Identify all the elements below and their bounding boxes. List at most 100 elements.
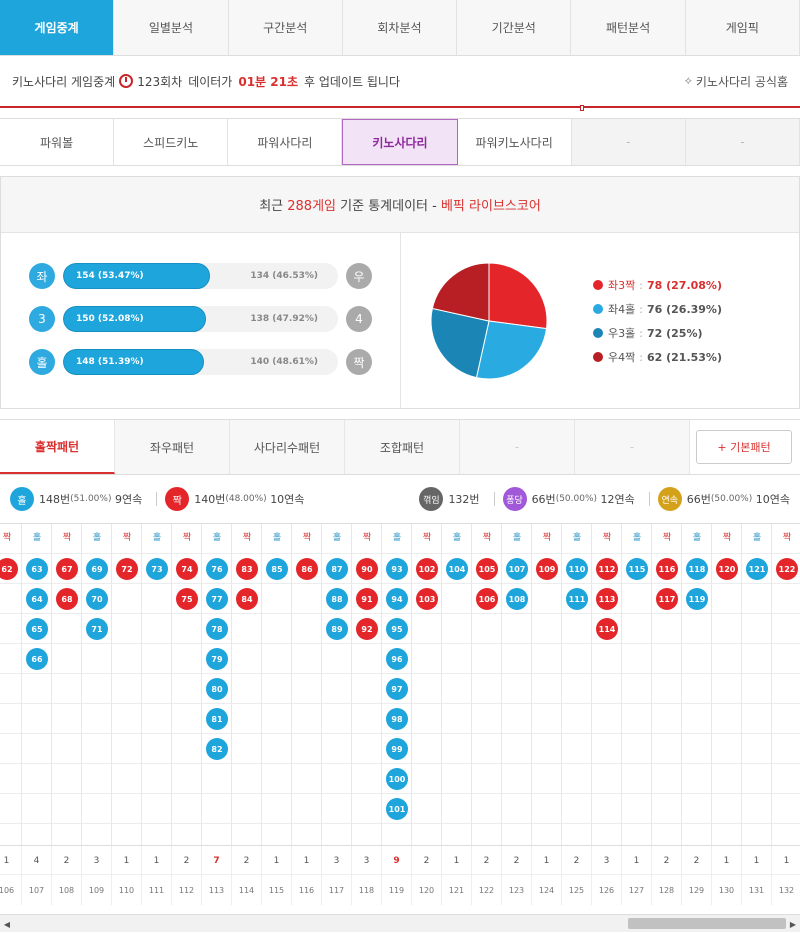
streak-count: 1 bbox=[532, 846, 562, 876]
pattern-tab-4[interactable]: 조합패턴 bbox=[345, 420, 460, 474]
pong-summary: 퐁당 66번 (50.00%) 12연속 bbox=[502, 487, 635, 511]
ratio-track: 148 (51.39%) 140 (48.61%) bbox=[63, 349, 338, 375]
round-number: 125 bbox=[562, 875, 592, 905]
ratio-right-label: 138 (47.92%) bbox=[250, 314, 318, 324]
top-tab-2[interactable]: 일별분석 bbox=[114, 0, 229, 55]
streak-count: 2 bbox=[652, 846, 682, 876]
column-type-label: 짝 bbox=[62, 533, 72, 543]
column-type-label: 홀 bbox=[92, 533, 102, 543]
streak-count: 2 bbox=[682, 846, 712, 876]
pattern-ball: 121 bbox=[746, 558, 768, 580]
scroll-left-arrow-icon[interactable]: ◀ bbox=[3, 919, 11, 929]
pie-slice-1 bbox=[488, 262, 548, 330]
pattern-ball: 78 bbox=[206, 618, 228, 640]
ratio-fill: 148 (51.39%) bbox=[63, 349, 205, 375]
cont-badge: 연속 bbox=[657, 487, 682, 511]
cont-pct: (50.00%) bbox=[710, 494, 753, 504]
pie-slice-3 bbox=[430, 307, 490, 379]
left-badge: 좌 bbox=[29, 263, 55, 289]
legend-name: 좌4홀 bbox=[608, 303, 636, 316]
top-tab-6[interactable]: 패턴분석 bbox=[571, 0, 686, 55]
column-type-label: 홀 bbox=[512, 533, 522, 543]
pong-count: 66번 bbox=[531, 493, 556, 506]
scroll-right-arrow-icon[interactable]: ▶ bbox=[789, 919, 797, 929]
pattern-column bbox=[202, 524, 232, 845]
pattern-ball: 103 bbox=[416, 588, 438, 610]
pattern-ball: 120 bbox=[716, 558, 738, 580]
streak-count: 1 bbox=[142, 846, 172, 876]
top-tab-4[interactable]: 회차분석 bbox=[343, 0, 458, 55]
column-type-label: 짝 bbox=[422, 533, 432, 543]
legend-dot-icon bbox=[593, 328, 603, 338]
basic-pattern-button[interactable]: + 기본패턴 bbox=[696, 430, 792, 464]
game-tab-2[interactable]: 스피드키노 bbox=[114, 119, 229, 165]
grid-line bbox=[0, 643, 800, 644]
streak-count: 9 bbox=[382, 846, 412, 876]
grid-line bbox=[0, 793, 800, 794]
game-tab-4[interactable]: 키노사다리 bbox=[342, 119, 458, 165]
game-tab-5[interactable]: 파워키노사다리 bbox=[457, 119, 572, 165]
streak-count: 3 bbox=[82, 846, 112, 876]
column-type-label: 짝 bbox=[242, 533, 252, 543]
even-badge: 짝 bbox=[165, 487, 190, 511]
pattern-grid: 짝 62 홀 63 64 65 66 짝 67 68 홀 69 70 71 짝 72 홀 73 짝 74 75 홀 76 77… bbox=[0, 523, 800, 845]
top-tab-5[interactable]: 기간분석 bbox=[457, 0, 572, 55]
legend-name: 좌3짝 bbox=[608, 279, 636, 292]
top-tab-1[interactable]: 게임중계 bbox=[0, 0, 115, 55]
right-badge: 우 bbox=[346, 263, 372, 289]
streak-count: 1 bbox=[0, 846, 22, 876]
round-number: 130 bbox=[712, 875, 742, 905]
cont-count: 66번 bbox=[686, 493, 711, 506]
pattern-column bbox=[532, 524, 562, 845]
column-type-label: 홀 bbox=[272, 533, 282, 543]
pattern-ball: 97 bbox=[386, 678, 408, 700]
column-type-label: 홀 bbox=[152, 533, 162, 543]
round-number: 119 bbox=[382, 875, 412, 905]
info-suffix: 후 업데이트 됩니다 bbox=[304, 74, 400, 89]
pattern-ball: 116 bbox=[656, 558, 678, 580]
column-type-label: 짝 bbox=[662, 533, 672, 543]
game-tab-1[interactable]: 파워볼 bbox=[0, 119, 115, 165]
official-site-link[interactable]: ⟡ 키노사다리 공식홈 bbox=[685, 73, 788, 90]
stats-head-count: 288게임 bbox=[287, 199, 336, 214]
top-tab-3[interactable]: 구간분석 bbox=[229, 0, 343, 55]
ratio-row: 좌 154 (53.47%) 134 (46.53%) 우 bbox=[29, 261, 372, 291]
pattern-column bbox=[52, 524, 82, 845]
column-type-label: 짝 bbox=[362, 533, 372, 543]
official-site-label: 키노사다리 공식홈 bbox=[695, 74, 788, 89]
column-type-label: 짝 bbox=[302, 533, 312, 543]
pattern-column bbox=[82, 524, 112, 845]
legend-item: 우4짝 :62 (21.53%) bbox=[593, 345, 722, 369]
pattern-ball: 106 bbox=[476, 588, 498, 610]
pattern-ball: 108 bbox=[506, 588, 528, 610]
streak-count: 1 bbox=[262, 846, 292, 876]
column-type-label: 짝 bbox=[122, 533, 132, 543]
pattern-ball: 91 bbox=[356, 588, 378, 610]
pattern-column bbox=[412, 524, 442, 845]
pattern-ball: 71 bbox=[86, 618, 108, 640]
pattern-ball: 105 bbox=[476, 558, 498, 580]
pattern-ball: 117 bbox=[656, 588, 678, 610]
legend-item: 좌4홀 :76 (26.39%) bbox=[593, 297, 722, 321]
game-tab-3[interactable]: 파워사다리 bbox=[228, 119, 343, 165]
divider bbox=[648, 492, 650, 506]
top-tab-7[interactable]: 게임픽 bbox=[686, 0, 800, 55]
ratio-row: 홀 148 (51.39%) 140 (48.61%) 짝 bbox=[29, 347, 372, 377]
scroll-thumb[interactable] bbox=[628, 918, 786, 929]
pattern-tab-3[interactable]: 사다리수패턴 bbox=[230, 420, 345, 474]
pattern-ball: 95 bbox=[386, 618, 408, 640]
pattern-tab-2[interactable]: 좌우패턴 bbox=[115, 420, 230, 474]
column-type-label: 짝 bbox=[542, 533, 552, 543]
divider bbox=[156, 492, 158, 506]
top-nav-tabs: 게임중계 일별분석 구간분석 회차분석 기간분석 패턴분석 게임픽 bbox=[0, 0, 800, 56]
stats-head-brand: 베픽 라이브스코어 bbox=[440, 199, 541, 214]
pattern-tab-1[interactable]: 홀짝패턴 bbox=[0, 420, 115, 474]
pattern-ball: 62 bbox=[0, 558, 18, 580]
grid-line bbox=[0, 733, 800, 734]
column-type-label: 홀 bbox=[752, 533, 762, 543]
horizontal-scrollbar[interactable]: ◀ ▶ bbox=[0, 914, 800, 932]
round-number: 116 bbox=[292, 875, 322, 905]
pattern-column bbox=[442, 524, 472, 845]
pattern-ball: 79 bbox=[206, 648, 228, 670]
column-type-label: 홀 bbox=[452, 533, 462, 543]
